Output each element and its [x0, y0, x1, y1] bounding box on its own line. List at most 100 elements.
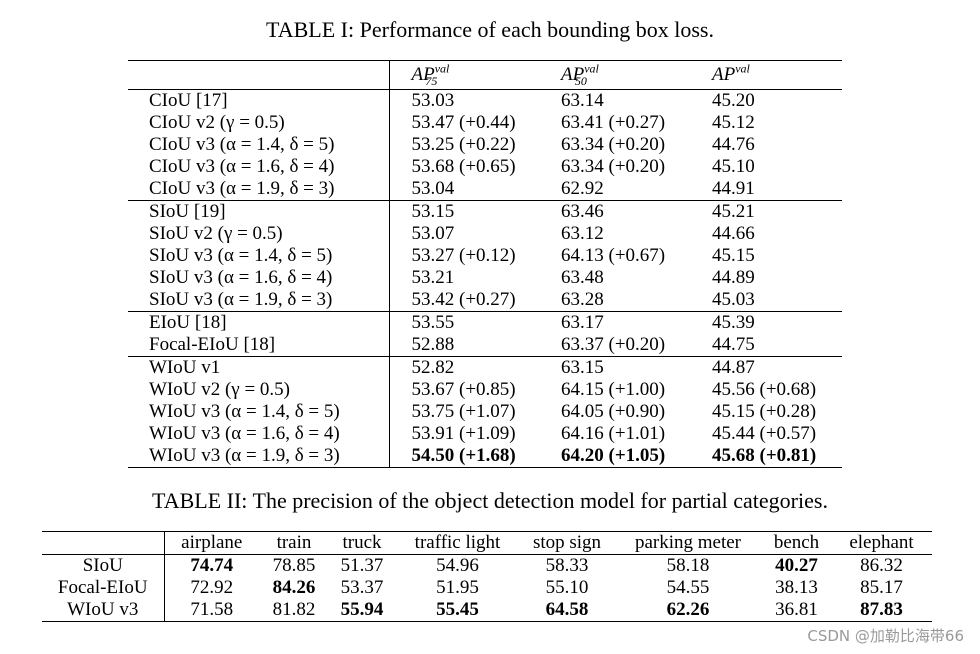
ap-cell: 44.66 — [712, 223, 755, 244]
model-cell: Focal-EIoU — [42, 577, 165, 599]
table-row: CIoU v3 (α = 1.6, δ = 4) 53.68 (+0.65) 63.… — [128, 156, 842, 178]
precision-cell: 58.33 — [545, 555, 589, 576]
ap75-cell: 53.91 (+1.09) — [411, 423, 516, 444]
ap75-cell: 53.42 (+0.27) — [411, 289, 516, 310]
ap-cell: 45.68 (+0.81) — [690, 445, 842, 468]
table1-caption: TABLE I: Performance of each bounding bo… — [266, 17, 714, 42]
ap50-cell: 63.14 — [561, 90, 604, 111]
table-row: WIoU v3 71.58 81.82 55.94 55.45 64.58 62.26 36.… — [42, 599, 932, 622]
ap75-cell: 53.55 — [389, 311, 539, 334]
ap75-cell: 53.47 (+0.44) — [411, 112, 516, 133]
method-cell: SIoU v3 (α = 1.4, δ = 5) — [128, 245, 390, 267]
table-row: SIoU v2 (γ = 0.5) 53.07 63.12 44.66 — [128, 223, 842, 245]
ap-cell: 44.75 — [712, 334, 755, 355]
precision-cell: 55.10 — [545, 577, 589, 598]
ap75-cell: 53.04 — [411, 178, 455, 199]
ap-header: APval — [690, 60, 842, 90]
table-row: Focal-EIoU [18] 52.88 63.37 (+0.20) 44.75 — [128, 334, 842, 357]
ap-cell: 44.87 — [690, 356, 842, 379]
precision-cell: 58.18 — [666, 555, 710, 576]
method-cell: CIoU [17] — [128, 89, 390, 112]
ap50-cell: 63.41 (+0.27) — [561, 112, 666, 133]
precision-cell: 64.58 — [520, 599, 614, 622]
ap-cell: 45.10 — [712, 156, 755, 177]
ap50-cell: 64.13 (+0.67) — [561, 245, 666, 266]
method-cell: WIoU v3 (α = 1.6, δ = 4) — [128, 423, 390, 445]
precision-cell: 55.45 — [395, 599, 520, 622]
category-precision-table: airplane train truck traffic light stop sign… — [42, 531, 932, 622]
ap75-cell: 53.27 (+0.12) — [411, 245, 516, 266]
ap-cell: 45.21 — [690, 200, 842, 223]
category-header: truck — [329, 531, 395, 555]
method-cell: EIoU [18] — [128, 311, 390, 334]
method-cell: WIoU v3 (α = 1.9, δ = 3) — [128, 445, 390, 468]
ap-cell: 45.39 — [690, 311, 842, 334]
watermark: CSDN @加勒比海带66 — [807, 627, 964, 645]
table-row: WIoU v2 (γ = 0.5) 53.67 (+0.85) 64.15 (+1.… — [128, 379, 842, 401]
ap75-cell: 53.75 (+1.07) — [411, 401, 516, 422]
method-cell: CIoU v3 (α = 1.6, δ = 4) — [128, 156, 390, 178]
precision-cell: 38.13 — [775, 577, 818, 598]
precision-cell: 36.81 — [762, 599, 831, 622]
precision-cell: 86.32 — [860, 555, 903, 576]
precision-cell: 54.55 — [666, 577, 710, 598]
ap75-header: APval75 — [389, 60, 539, 90]
ap-cell: 45.12 — [712, 112, 755, 133]
method-cell: SIoU [19] — [128, 200, 390, 223]
category-header: train — [259, 531, 329, 555]
ap75-cell: 53.68 (+0.65) — [411, 156, 516, 177]
ap75-cell: 53.67 (+0.85) — [411, 379, 516, 400]
category-header: parking meter — [614, 531, 762, 555]
category-header: elephant — [831, 531, 932, 555]
precision-cell: 62.26 — [614, 599, 762, 622]
table-row: EIoU [18] 53.55 63.17 45.39 — [128, 311, 842, 334]
table-row: SIoU [19] 53.15 63.46 45.21 — [128, 200, 842, 223]
table-row: WIoU v3 (α = 1.4, δ = 5) 53.75 (+1.07) 64.… — [128, 401, 842, 423]
ap-cell: 44.76 — [712, 134, 755, 155]
model-cell: SIoU — [42, 554, 165, 577]
precision-cell: 53.37 — [340, 577, 384, 598]
table-row: SIoU v3 (α = 1.4, δ = 5) 53.27 (+0.12) 64.… — [128, 245, 842, 267]
ap-cell: 45.15 — [712, 245, 755, 266]
ap75-cell: 53.03 — [411, 90, 455, 111]
ap75-cell: 53.25 (+0.22) — [411, 134, 516, 155]
ap50-cell: 63.34 (+0.20) — [561, 134, 666, 155]
method-cell: SIoU v3 (α = 1.9, δ = 3) — [128, 289, 390, 312]
table-row: CIoU v3 (α = 1.9, δ = 3) 53.04 62.92 44.91 — [128, 178, 842, 201]
method-cell: WIoU v1 — [128, 356, 390, 379]
ap75-cell: 52.88 — [411, 334, 455, 355]
precision-cell: 40.27 — [775, 555, 818, 576]
ap50-cell: 64.15 (+1.00) — [561, 379, 666, 400]
ap50-cell: 63.15 — [539, 356, 690, 379]
precision-cell: 81.82 — [259, 599, 329, 622]
precision-cell: 71.58 — [164, 599, 259, 622]
table-row: CIoU v3 (α = 1.4, δ = 5) 53.25 (+0.22) 63.… — [128, 134, 842, 156]
category-header: airplane — [164, 531, 259, 555]
precision-cell: 72.92 — [190, 577, 234, 598]
precision-cell: 74.74 — [190, 555, 234, 576]
ap-cell: 45.20 — [712, 90, 755, 111]
method-cell: SIoU v3 (α = 1.6, δ = 4) — [128, 267, 390, 289]
precision-cell: 78.85 — [272, 555, 316, 576]
category-header: bench — [762, 531, 831, 555]
ap50-cell: 63.46 — [539, 200, 690, 223]
ap50-cell: 62.92 — [561, 178, 604, 199]
table-row: SIoU v3 (α = 1.9, δ = 3) 53.42 (+0.27) 63.… — [128, 289, 842, 312]
category-header: traffic light — [395, 531, 520, 555]
model-cell: WIoU v3 — [42, 599, 165, 622]
table2-caption: TABLE II: The precision of the object de… — [152, 488, 828, 513]
method-cell: SIoU v2 (γ = 0.5) — [128, 223, 390, 245]
ap50-cell: 63.37 (+0.20) — [561, 334, 666, 355]
table-row: CIoU [17] 53.03 63.14 45.20 — [128, 89, 842, 112]
ap50-cell: 64.16 (+1.01) — [561, 423, 666, 444]
method-cell: CIoU v2 (γ = 0.5) — [128, 112, 390, 134]
table-row: SIoU v3 (α = 1.6, δ = 4) 53.21 63.48 44.89 — [128, 267, 842, 289]
category-header: stop sign — [520, 531, 614, 555]
table-row: SIoU 74.74 78.85 51.37 54.96 58.33 58.18 40.27 8… — [42, 554, 932, 577]
ap50-cell: 63.12 — [561, 223, 604, 244]
ap50-cell: 64.20 (+1.05) — [539, 445, 690, 468]
method-cell: WIoU v3 (α = 1.4, δ = 5) — [128, 401, 390, 423]
table-row: WIoU v1 52.82 63.15 44.87 — [128, 356, 842, 379]
table-row: WIoU v3 (α = 1.6, δ = 4) 53.91 (+1.09) 64.… — [128, 423, 842, 445]
method-cell: CIoU v3 (α = 1.4, δ = 5) — [128, 134, 390, 156]
